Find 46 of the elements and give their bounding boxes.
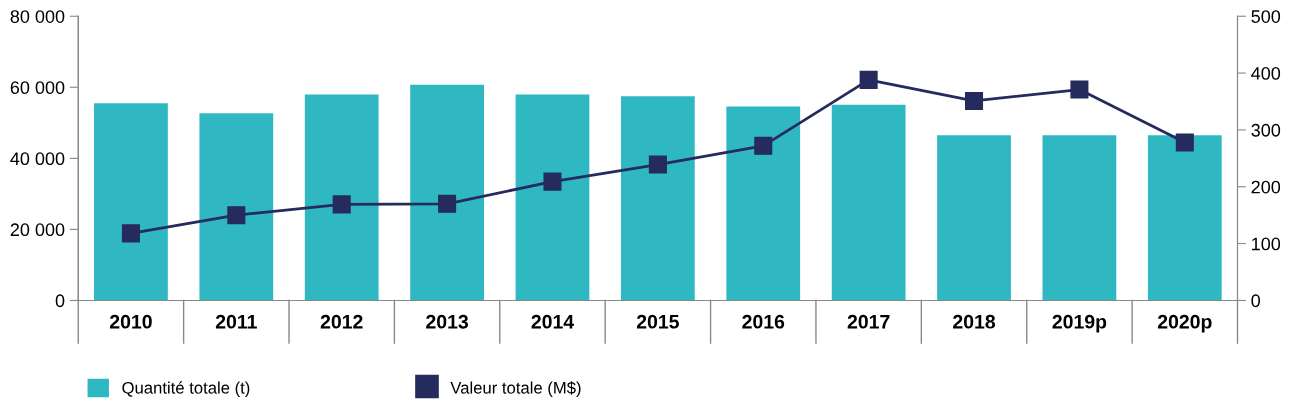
point	[121, 224, 140, 243]
point	[227, 206, 246, 225]
y-tick-label: 20 000	[10, 223, 65, 237]
x-tick-label: 2010	[109, 314, 152, 329]
bar	[1042, 135, 1117, 301]
point	[965, 91, 984, 110]
point	[543, 172, 562, 191]
y-tick-label: 60 000	[10, 81, 65, 95]
bar	[831, 104, 906, 301]
y-tick-label: 80 000	[10, 10, 65, 23]
bar	[410, 84, 484, 301]
bar	[199, 113, 274, 301]
point	[438, 194, 457, 213]
y2-tick-label: 100	[1252, 237, 1281, 251]
x-tick-label: 2018	[953, 314, 996, 329]
bar	[94, 103, 168, 301]
x-tick-label: 2011	[215, 314, 257, 329]
x-tick-label: 2019p	[1052, 314, 1107, 333]
x-tick-label: 2020p	[1157, 314, 1212, 333]
y2-tick-label: 400	[1251, 67, 1281, 80]
bar	[726, 106, 801, 301]
y-tick-label: 40 000	[10, 152, 65, 166]
point	[754, 136, 773, 155]
point	[859, 70, 878, 89]
x-tick-label: 2016	[742, 314, 785, 329]
point	[648, 155, 667, 174]
bar	[937, 135, 1011, 301]
y2-tick-label: 500	[1251, 10, 1281, 23]
y-tick-label: 0	[55, 294, 65, 308]
bar	[515, 94, 590, 301]
x-tick-label: 2015	[636, 314, 679, 329]
x-tick-label: 2013	[426, 314, 469, 329]
y2-tick-label: 0	[1251, 294, 1261, 308]
point	[332, 195, 351, 214]
point	[1070, 80, 1089, 99]
bar	[620, 96, 695, 301]
bar	[1147, 135, 1222, 301]
y2-tick-label: 300	[1251, 123, 1281, 137]
y2-tick-label: 200	[1251, 180, 1281, 194]
x-tick-label: 2014	[531, 314, 575, 329]
bar	[304, 94, 379, 301]
point	[1175, 133, 1194, 152]
legend-label: Quantité totale (t)	[122, 381, 250, 398]
x-tick-label: 2017	[847, 314, 890, 329]
x-tick-label: 2012	[320, 314, 363, 329]
legend-label: Valeur totale (M$)	[450, 381, 581, 398]
